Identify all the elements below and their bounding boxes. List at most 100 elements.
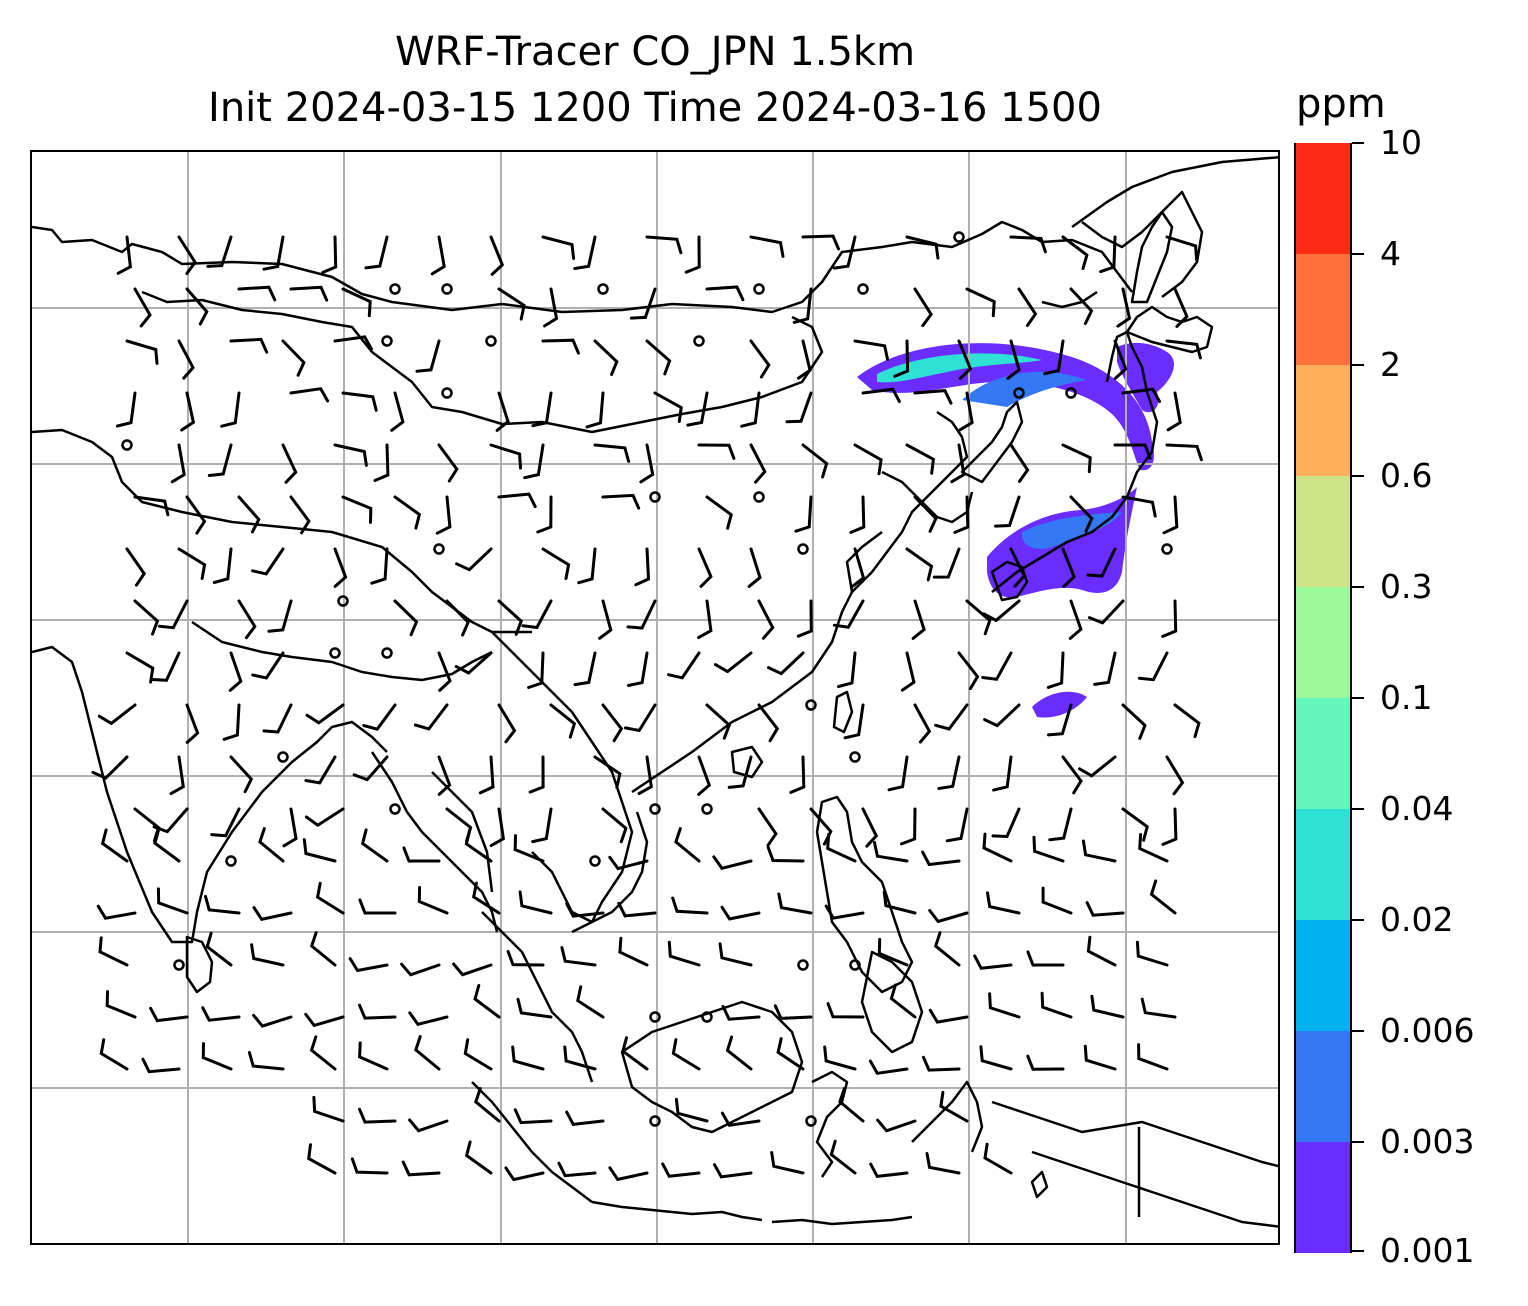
wind-barb <box>953 495 970 534</box>
calm-wind-marker <box>701 803 713 815</box>
wind-barb <box>623 703 657 733</box>
wind-barb <box>210 807 241 838</box>
wind-barb <box>794 495 813 533</box>
wind-barb <box>661 1162 701 1178</box>
wind-barb <box>749 443 767 484</box>
wind-barb <box>1093 651 1117 686</box>
wind-barb <box>991 807 1021 839</box>
tracer-plume-layer <box>857 342 1174 718</box>
wind-barb <box>905 443 936 475</box>
wind-barb <box>873 841 909 863</box>
colorbar-tick <box>1352 586 1364 588</box>
new-guinea-south <box>1031 1150 1278 1228</box>
wind-barb <box>305 703 345 725</box>
wind-barb <box>289 285 329 302</box>
wind-barb <box>565 902 605 918</box>
wind-barb <box>957 651 980 691</box>
wind-barb <box>577 547 597 585</box>
calm-wind-marker <box>441 387 453 399</box>
wind-barb <box>205 931 233 967</box>
wind-barb <box>983 703 1021 728</box>
wind-barb <box>667 940 701 967</box>
colorbar-segment <box>1296 254 1350 365</box>
wind-barb <box>1138 833 1169 863</box>
wind-barb <box>928 909 969 924</box>
wind-barb <box>757 599 775 640</box>
wind-barb <box>455 547 493 572</box>
wind-barb <box>1121 495 1157 518</box>
wind-barb <box>1137 1043 1169 1071</box>
wind-barb <box>473 984 501 1019</box>
wind-barb <box>307 1143 337 1175</box>
calm-wind-marker <box>849 959 861 971</box>
wind-barb <box>789 755 806 794</box>
kamchatka-north <box>1081 190 1204 298</box>
wind-barb <box>900 807 917 846</box>
wind-barb <box>637 755 653 796</box>
wind-barb <box>258 827 285 863</box>
wind-barb <box>169 755 185 796</box>
wind-barb <box>645 339 672 376</box>
wind-barb <box>626 599 657 630</box>
wind-barb <box>653 391 683 423</box>
calm-wind-marker <box>849 751 861 763</box>
wind-barb <box>851 547 866 588</box>
china-west-border <box>32 428 532 634</box>
colorbar-segment <box>1296 809 1350 920</box>
colorbar-tick <box>1352 808 1364 810</box>
wind-barb <box>1009 547 1027 588</box>
wind-barb <box>220 391 241 428</box>
wind-barb <box>1086 547 1117 578</box>
wind-barb <box>408 1011 449 1027</box>
wind-barb <box>1041 886 1073 915</box>
plume-east-blob <box>1117 342 1174 413</box>
wind-barb <box>601 493 641 510</box>
wind-barb <box>838 1087 865 1123</box>
wind-barb <box>541 235 576 260</box>
wind-barb <box>973 954 1013 970</box>
wind-barb <box>576 985 605 1019</box>
wind-barb <box>939 1090 969 1123</box>
northern-border <box>32 220 1133 314</box>
wind-barb <box>697 599 713 639</box>
wind-barb <box>757 807 778 847</box>
wind-barb <box>333 443 368 467</box>
wind-barb <box>252 1013 293 1028</box>
wind-barb <box>853 339 890 361</box>
wind-barb <box>1113 443 1152 460</box>
colorbar-segment <box>1296 365 1350 476</box>
wind-barb <box>222 703 241 741</box>
calm-wind-marker <box>797 959 809 971</box>
calm-wind-marker <box>649 1115 661 1127</box>
wind-barb <box>415 339 441 373</box>
wind-barb <box>105 990 137 1019</box>
wind-barb <box>207 443 233 477</box>
wind-barb <box>913 495 938 533</box>
wind-barb <box>1078 755 1117 778</box>
wind-barb <box>674 827 701 863</box>
wind-barb <box>697 547 713 588</box>
colorbar-tick-label: 0.1 <box>1380 678 1433 717</box>
wind-barb <box>1113 339 1128 380</box>
wind-barb <box>358 1041 389 1071</box>
wind-barb <box>309 1035 337 1071</box>
wind-barb <box>153 828 181 863</box>
wind-barb <box>767 651 805 676</box>
malay-peninsula <box>481 911 594 1083</box>
calm-wind-marker <box>597 283 609 295</box>
wind-barb <box>333 335 373 351</box>
wind-barb <box>97 703 137 726</box>
colorbar-segment <box>1296 1031 1350 1142</box>
calm-wind-marker <box>701 1011 713 1023</box>
wind-barb <box>893 339 910 378</box>
wind-barb <box>725 1035 753 1071</box>
calm-wind-marker <box>1013 387 1025 399</box>
wind-barb <box>720 905 761 921</box>
wind-barb <box>1135 940 1169 967</box>
wind-barb <box>1061 443 1092 474</box>
wind-barb <box>513 1108 553 1125</box>
wind-barb <box>573 235 597 270</box>
wind-barb <box>992 755 1013 792</box>
wind-barb <box>352 755 389 782</box>
wind-barb <box>206 235 233 268</box>
